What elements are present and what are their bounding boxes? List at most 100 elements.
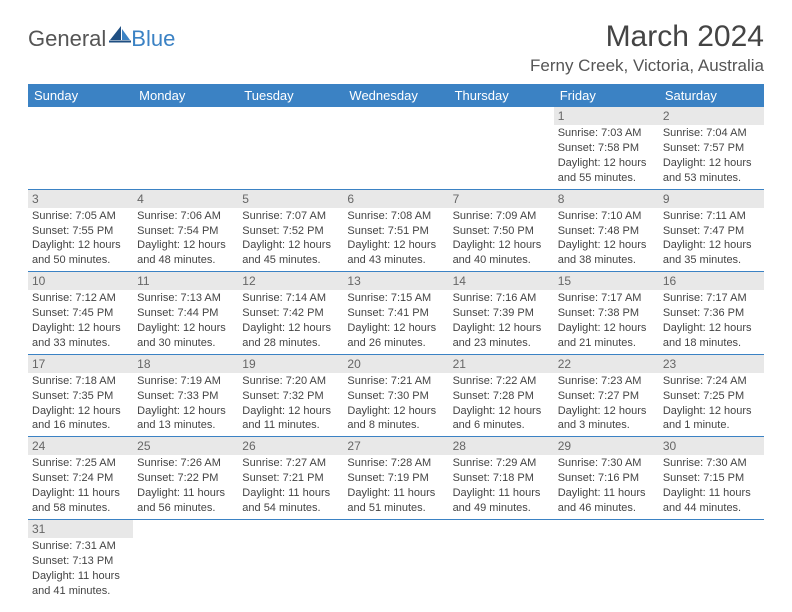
title-block: March 2024 Ferny Creek, Victoria, Austra…	[530, 20, 764, 76]
day-cell: 21Sunrise: 7:22 AMSunset: 7:28 PMDayligh…	[449, 354, 554, 437]
empty-cell	[133, 519, 238, 601]
day-body: Sunrise: 7:30 AMSunset: 7:15 PMDaylight:…	[659, 455, 764, 518]
day-number: 26	[238, 437, 343, 455]
logo-sail-icon	[109, 23, 131, 49]
day-cell: 1Sunrise: 7:03 AMSunset: 7:58 PMDaylight…	[554, 107, 659, 189]
week-row: 3Sunrise: 7:05 AMSunset: 7:55 PMDaylight…	[28, 189, 764, 272]
day-body: Sunrise: 7:19 AMSunset: 7:33 PMDaylight:…	[133, 373, 238, 436]
day-number: 9	[659, 190, 764, 208]
day-number: 5	[238, 190, 343, 208]
day-cell: 8Sunrise: 7:10 AMSunset: 7:48 PMDaylight…	[554, 189, 659, 272]
day-cell: 27Sunrise: 7:28 AMSunset: 7:19 PMDayligh…	[343, 437, 448, 520]
day-cell: 29Sunrise: 7:30 AMSunset: 7:16 PMDayligh…	[554, 437, 659, 520]
day-body: Sunrise: 7:03 AMSunset: 7:58 PMDaylight:…	[554, 125, 659, 188]
logo-text-blue: Blue	[131, 26, 175, 52]
day-body: Sunrise: 7:18 AMSunset: 7:35 PMDaylight:…	[28, 373, 133, 436]
day-body: Sunrise: 7:14 AMSunset: 7:42 PMDaylight:…	[238, 290, 343, 353]
day-body: Sunrise: 7:07 AMSunset: 7:52 PMDaylight:…	[238, 208, 343, 271]
day-body: Sunrise: 7:12 AMSunset: 7:45 PMDaylight:…	[28, 290, 133, 353]
logo: General Blue	[28, 26, 175, 52]
day-number: 23	[659, 355, 764, 373]
day-body: Sunrise: 7:25 AMSunset: 7:24 PMDaylight:…	[28, 455, 133, 518]
day-number: 21	[449, 355, 554, 373]
day-cell: 10Sunrise: 7:12 AMSunset: 7:45 PMDayligh…	[28, 272, 133, 355]
day-cell: 24Sunrise: 7:25 AMSunset: 7:24 PMDayligh…	[28, 437, 133, 520]
empty-cell	[343, 519, 448, 601]
dayname-cell: Sunday	[28, 84, 133, 107]
empty-cell	[238, 107, 343, 189]
day-cell: 4Sunrise: 7:06 AMSunset: 7:54 PMDaylight…	[133, 189, 238, 272]
dayname-cell: Wednesday	[343, 84, 448, 107]
calendar-table: SundayMondayTuesdayWednesdayThursdayFrid…	[28, 84, 764, 601]
day-body: Sunrise: 7:27 AMSunset: 7:21 PMDaylight:…	[238, 455, 343, 518]
day-body: Sunrise: 7:28 AMSunset: 7:19 PMDaylight:…	[343, 455, 448, 518]
empty-cell	[133, 107, 238, 189]
location-text: Ferny Creek, Victoria, Australia	[530, 56, 764, 76]
day-body: Sunrise: 7:11 AMSunset: 7:47 PMDaylight:…	[659, 208, 764, 271]
day-cell: 18Sunrise: 7:19 AMSunset: 7:33 PMDayligh…	[133, 354, 238, 437]
day-number: 25	[133, 437, 238, 455]
day-number: 11	[133, 272, 238, 290]
calendar-body: 1Sunrise: 7:03 AMSunset: 7:58 PMDaylight…	[28, 107, 764, 601]
day-number: 13	[343, 272, 448, 290]
day-cell: 2Sunrise: 7:04 AMSunset: 7:57 PMDaylight…	[659, 107, 764, 189]
week-row: 17Sunrise: 7:18 AMSunset: 7:35 PMDayligh…	[28, 354, 764, 437]
day-number: 19	[238, 355, 343, 373]
day-body: Sunrise: 7:30 AMSunset: 7:16 PMDaylight:…	[554, 455, 659, 518]
day-body: Sunrise: 7:26 AMSunset: 7:22 PMDaylight:…	[133, 455, 238, 518]
day-cell: 14Sunrise: 7:16 AMSunset: 7:39 PMDayligh…	[449, 272, 554, 355]
day-number: 18	[133, 355, 238, 373]
day-body: Sunrise: 7:08 AMSunset: 7:51 PMDaylight:…	[343, 208, 448, 271]
day-body: Sunrise: 7:10 AMSunset: 7:48 PMDaylight:…	[554, 208, 659, 271]
day-body: Sunrise: 7:20 AMSunset: 7:32 PMDaylight:…	[238, 373, 343, 436]
day-cell: 31Sunrise: 7:31 AMSunset: 7:13 PMDayligh…	[28, 519, 133, 601]
day-body: Sunrise: 7:05 AMSunset: 7:55 PMDaylight:…	[28, 208, 133, 271]
day-cell: 23Sunrise: 7:24 AMSunset: 7:25 PMDayligh…	[659, 354, 764, 437]
day-cell: 19Sunrise: 7:20 AMSunset: 7:32 PMDayligh…	[238, 354, 343, 437]
week-row: 31Sunrise: 7:31 AMSunset: 7:13 PMDayligh…	[28, 519, 764, 601]
day-number: 4	[133, 190, 238, 208]
day-cell: 28Sunrise: 7:29 AMSunset: 7:18 PMDayligh…	[449, 437, 554, 520]
day-body: Sunrise: 7:17 AMSunset: 7:36 PMDaylight:…	[659, 290, 764, 353]
day-number: 28	[449, 437, 554, 455]
day-number: 1	[554, 107, 659, 125]
day-body: Sunrise: 7:23 AMSunset: 7:27 PMDaylight:…	[554, 373, 659, 436]
day-cell: 25Sunrise: 7:26 AMSunset: 7:22 PMDayligh…	[133, 437, 238, 520]
day-number: 16	[659, 272, 764, 290]
day-cell: 11Sunrise: 7:13 AMSunset: 7:44 PMDayligh…	[133, 272, 238, 355]
day-cell: 16Sunrise: 7:17 AMSunset: 7:36 PMDayligh…	[659, 272, 764, 355]
day-body: Sunrise: 7:24 AMSunset: 7:25 PMDaylight:…	[659, 373, 764, 436]
day-body: Sunrise: 7:31 AMSunset: 7:13 PMDaylight:…	[28, 538, 133, 601]
week-row: 1Sunrise: 7:03 AMSunset: 7:58 PMDaylight…	[28, 107, 764, 189]
empty-cell	[238, 519, 343, 601]
day-number: 8	[554, 190, 659, 208]
day-cell: 20Sunrise: 7:21 AMSunset: 7:30 PMDayligh…	[343, 354, 448, 437]
day-body: Sunrise: 7:06 AMSunset: 7:54 PMDaylight:…	[133, 208, 238, 271]
day-number: 12	[238, 272, 343, 290]
day-number: 3	[28, 190, 133, 208]
dayname-cell: Saturday	[659, 84, 764, 107]
day-number: 17	[28, 355, 133, 373]
day-cell: 22Sunrise: 7:23 AMSunset: 7:27 PMDayligh…	[554, 354, 659, 437]
day-body: Sunrise: 7:29 AMSunset: 7:18 PMDaylight:…	[449, 455, 554, 518]
day-number: 22	[554, 355, 659, 373]
day-body: Sunrise: 7:13 AMSunset: 7:44 PMDaylight:…	[133, 290, 238, 353]
empty-cell	[659, 519, 764, 601]
day-cell: 9Sunrise: 7:11 AMSunset: 7:47 PMDaylight…	[659, 189, 764, 272]
day-body: Sunrise: 7:22 AMSunset: 7:28 PMDaylight:…	[449, 373, 554, 436]
day-body: Sunrise: 7:21 AMSunset: 7:30 PMDaylight:…	[343, 373, 448, 436]
day-number: 15	[554, 272, 659, 290]
day-cell: 30Sunrise: 7:30 AMSunset: 7:15 PMDayligh…	[659, 437, 764, 520]
empty-cell	[28, 107, 133, 189]
empty-cell	[343, 107, 448, 189]
empty-cell	[449, 519, 554, 601]
day-body: Sunrise: 7:17 AMSunset: 7:38 PMDaylight:…	[554, 290, 659, 353]
day-body: Sunrise: 7:15 AMSunset: 7:41 PMDaylight:…	[343, 290, 448, 353]
empty-cell	[449, 107, 554, 189]
day-number: 20	[343, 355, 448, 373]
dayname-row: SundayMondayTuesdayWednesdayThursdayFrid…	[28, 84, 764, 107]
day-number: 24	[28, 437, 133, 455]
day-number: 27	[343, 437, 448, 455]
day-cell: 3Sunrise: 7:05 AMSunset: 7:55 PMDaylight…	[28, 189, 133, 272]
dayname-cell: Tuesday	[238, 84, 343, 107]
